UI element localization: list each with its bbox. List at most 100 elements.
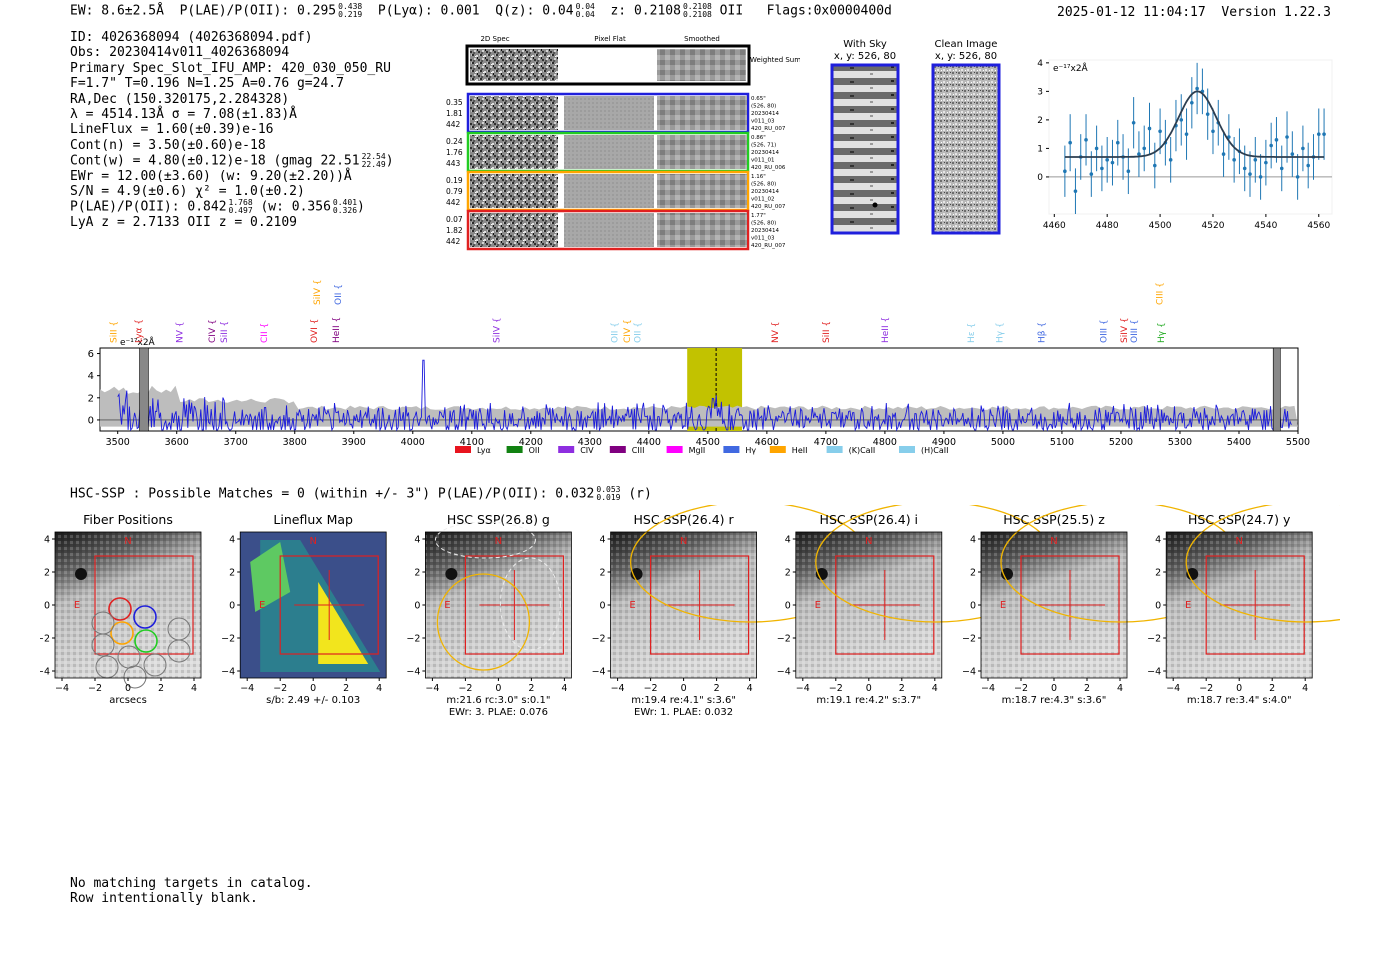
spectrum-ytick-label: 2 [88, 393, 94, 404]
cutout-xtick-label: 0 [125, 683, 131, 694]
east-label: E [629, 600, 635, 611]
fit-ylabel: e⁻¹⁷x2Å [1053, 62, 1089, 74]
fit-ytick-label: 2 [1037, 116, 1043, 126]
bright-source [445, 568, 458, 580]
cutout-right-label: 20230414 [751, 228, 779, 234]
z-line: OII [719, 3, 744, 19]
fit-point [1274, 138, 1279, 142]
cutout-ytick-label: 4 [229, 535, 235, 546]
cutout-xtick-label: −2 [273, 683, 287, 694]
fit-point [1126, 169, 1131, 174]
fit-ytick-label: 0 [1037, 173, 1043, 183]
cutout-xtick-label: 0 [310, 683, 316, 694]
line-marker-label: OIII { [1130, 319, 1140, 343]
cutout-ytick-label: 2 [970, 568, 976, 579]
line-marker-label: Hγ { [995, 322, 1005, 343]
spectrum-xtick-label: 5100 [1050, 437, 1074, 448]
cutout-pixel-flat [564, 135, 654, 169]
cutout-right-label: 1.77" [751, 213, 766, 219]
legend-swatch [666, 446, 683, 453]
cutout-xtick-label: −4 [796, 683, 810, 694]
cutout-row: 0.24 1.76 443 0.86" (526, 71)20230414 v011_01… [446, 131, 786, 173]
cutout-pixel-flat [564, 213, 654, 247]
line-marker-label: HeII { [332, 317, 342, 343]
spectrum-xtick-label: 5500 [1286, 437, 1310, 448]
north-label: N [495, 536, 502, 547]
fit-ytick-label: 1 [1037, 144, 1043, 154]
cutout-ytick-label: −4 [1147, 667, 1161, 678]
info-plae: P(LAE)/P(OII): 0.842 1.768 0.497 (w: 0.356… [70, 198, 365, 216]
cutout-right-label: 0.65" [751, 96, 766, 102]
cutout-xtick-label: 2 [343, 683, 349, 694]
east-label: E [259, 600, 265, 611]
cutout-caption: m:18.7 re:4.3" s:3.6" [1002, 695, 1107, 706]
cutout-left-label: 442 [446, 198, 461, 207]
column-pixel-flat: Pixel Flat [594, 35, 626, 43]
info-ewr: EWr = 12.00(±3.60) (w: 9.20(±2.20))Å [70, 168, 352, 184]
info-wave: λ = 4514.13Å σ = 7.08(±1.83)Å [70, 106, 297, 122]
line-marker-label: NV { [176, 322, 186, 343]
cutout-panel: Fiber Positions N E −4 −4 −2 −2 0 0 2 2 4 4 arcsecs [40, 512, 202, 706]
legend-swatch [558, 446, 575, 453]
cutout-ytick-label: −4 [406, 667, 420, 678]
line-marker-label: CIV { [208, 319, 218, 343]
fit-point [1279, 166, 1284, 171]
line-marker-label: SiIV { [313, 279, 323, 305]
cutout-xtick-label: 2 [714, 683, 720, 694]
cutout-right-label: v011_03 [751, 119, 775, 125]
spectrum-xtick-label: 4500 [696, 437, 720, 448]
line-marker-label: SiII { [822, 321, 832, 343]
lineflux-peak [318, 582, 369, 664]
cutout-ytick-label: 2 [600, 568, 606, 579]
cutout-left-label: 0.19 [446, 176, 463, 185]
aperture-box [94, 555, 194, 655]
bright-source [1186, 568, 1199, 580]
bright-source [1001, 568, 1013, 580]
spectrum-xtick-label: 5200 [1109, 437, 1133, 448]
cutout-right-label: 1.16" [751, 174, 766, 180]
spectrum-xtick-label: 4900 [932, 437, 956, 448]
info-primary: Primary Spec_Slot_IFU_AMP: 420_030_050_R… [70, 60, 391, 76]
fiber-circle [134, 629, 158, 653]
cutout-right-label: 420_RU_007 [751, 204, 786, 210]
cutout-ytick-label: 0 [600, 601, 606, 612]
footer-line-1: No matching targets in catalog. [70, 876, 313, 891]
info-sn: S/N = 4.9(±0.6) χ² = 1.0(±0.2) [70, 183, 305, 199]
cutout-xtick-label: 0 [495, 683, 501, 694]
fit-point [1290, 152, 1295, 156]
cutout-xtick-label: −4 [425, 683, 439, 694]
masked-band [139, 347, 149, 432]
cutout-ytick-label: 4 [785, 535, 791, 546]
footer-line-2: Row intentionally blank. [70, 891, 258, 906]
cutout-xtick-label: −2 [88, 683, 102, 694]
cutout-caption: m:19.4 re:4.1" s:3.6" [631, 695, 736, 706]
catalog-ellipse [499, 557, 561, 651]
bright-source [815, 568, 828, 580]
spectrum-xtick-label: 5000 [991, 437, 1015, 448]
cutout-xtick-label: −4 [55, 683, 69, 694]
cutout-smoothed [657, 174, 747, 208]
clean-image [931, 63, 1001, 235]
line-fit-chart: 0 1 2 3 4 4460 4480 4500 4520 4540 4560 e⁻¹⁷x2Å [1037, 59, 1333, 231]
east-label: E [1185, 600, 1191, 611]
fit-xtick-label: 4520 [1202, 221, 1225, 231]
cutout-smoothed [657, 135, 747, 169]
spectrum-xtick-label: 4800 [873, 437, 897, 448]
noise-envelope [100, 385, 1298, 427]
cutout-ytick-label: 0 [1155, 601, 1161, 612]
fit-point [1248, 172, 1252, 176]
legend-label: Lyα [477, 446, 491, 455]
spectrum-trace [117, 359, 1292, 432]
cutout-ytick-label: 0 [970, 601, 976, 612]
cutout-ytick-label: −2 [592, 634, 606, 645]
north-label: N [124, 536, 131, 547]
cutout-smoothed [657, 213, 747, 247]
cutout-xtick-label: −4 [611, 683, 625, 694]
cutout-ytick-label: 0 [414, 601, 420, 612]
cutout-right-label: (526, 80) [751, 182, 776, 188]
cutout-pixel-flat [564, 174, 654, 208]
cutout-row: 0.19 0.79 442 1.16" (526, 80)20230414 v011_02… [446, 170, 786, 212]
legend-swatch [609, 446, 626, 453]
spectrum-xtick-label: 4200 [519, 437, 543, 448]
cutout-right-label: 420_RU_007 [751, 126, 786, 132]
